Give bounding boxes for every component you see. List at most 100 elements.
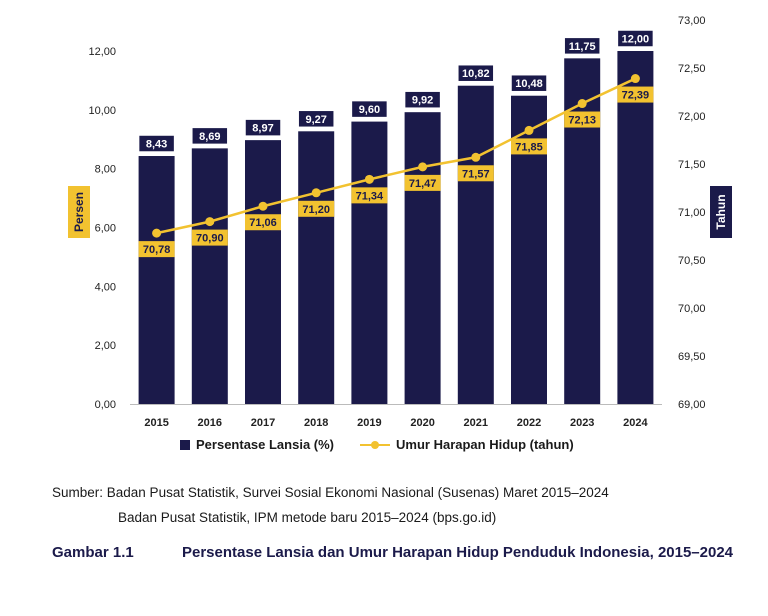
line-value-label: 71,20 — [302, 204, 330, 216]
x-tick-label: 2017 — [251, 417, 275, 429]
bar — [138, 156, 175, 404]
line-value-label: 71,34 — [356, 190, 384, 202]
left-axis-title-box — [68, 186, 90, 238]
bar-series: 8,43 8,69 8,97 9,27 9,60 9,92 10,82 10,48 11,75 1… — [137, 29, 655, 405]
bar — [457, 85, 494, 404]
line-value-label: 70,78 — [143, 244, 171, 256]
bar-value-label: 8,43 — [146, 139, 167, 151]
x-tick-label: 2024 — [623, 417, 648, 429]
bar — [245, 140, 281, 404]
bar — [191, 148, 228, 404]
right-tick-label: 71,50 — [678, 159, 706, 171]
bar-label-box — [510, 73, 548, 93]
legend-bar-label: Persentase Lansia (%) — [196, 437, 335, 452]
x-tick-label: 2023 — [570, 417, 594, 429]
line-point — [471, 152, 481, 162]
line-label-box — [564, 111, 601, 128]
line-point — [205, 217, 215, 227]
x-tick-label: 2019 — [357, 417, 381, 429]
line-series: 70,78 70,90 71,06 71,20 71,34 71,47 71,57 71,85… — [138, 74, 654, 258]
bar-value-label: 8,97 — [252, 123, 273, 135]
bar — [298, 131, 335, 404]
bar-label-box — [191, 126, 229, 146]
line-label-box — [404, 174, 441, 191]
bar — [351, 121, 388, 404]
left-axis: 0,00 2,00 4,00 6,00 8,00 10,00 12,00 — [88, 46, 116, 411]
line-point — [152, 228, 162, 238]
figure-number: Gambar 1.1 — [52, 544, 134, 561]
x-tick-label: 2022 — [517, 417, 541, 429]
x-tick-label: 2015 — [144, 417, 168, 429]
bar-label-box — [616, 29, 655, 48]
line-label-box — [138, 241, 175, 258]
source-line-1: Sumber: Badan Pusat Statistik, Survei So… — [52, 485, 609, 500]
right-axis: 69,00 69,50 70,00 70,50 71,00 71,50 72,00 72,50… — [678, 15, 706, 411]
line-value-label: 71,57 — [462, 168, 490, 180]
line-label-box — [617, 86, 654, 103]
right-tick-label: 70,50 — [678, 255, 706, 267]
x-tick-label: 2020 — [410, 417, 434, 429]
left-tick-label: 12,00 — [88, 46, 116, 58]
bar-value-label: 11,75 — [569, 41, 596, 53]
bar-value-label: 12,00 — [622, 34, 650, 46]
line-point — [311, 188, 321, 198]
bar-label-box — [137, 134, 176, 153]
right-tick-label: 69,00 — [678, 399, 706, 411]
line-label-box — [351, 187, 388, 204]
left-axis-title: Persen — [72, 192, 86, 232]
figure-caption: Gambar 1.1 Persentase Lansia dan Umur Ha… — [52, 540, 742, 566]
line-point — [577, 99, 587, 109]
left-tick-label: 4,00 — [95, 281, 116, 293]
line-point — [630, 74, 640, 84]
figure-title: Persentase Lansia dan Umur Harapan Hidup… — [182, 544, 734, 561]
line-label-box — [191, 229, 228, 246]
right-tick-label: 71,00 — [678, 207, 706, 219]
right-tick-label: 72,00 — [678, 111, 706, 123]
bar-label-box — [350, 99, 389, 119]
right-tick-label: 70,00 — [678, 303, 706, 315]
bar-label-box — [297, 109, 335, 129]
left-tick-label: 0,00 — [95, 399, 116, 411]
line-value-label: 71,06 — [249, 217, 277, 229]
x-axis: 2015 2016 2017 2018 2019 2020 2021 2022 2023 2024 — [130, 404, 662, 429]
left-tick-label: 8,00 — [95, 164, 116, 176]
bar-value-label: 10,82 — [462, 68, 490, 80]
line-value-label: 72,13 — [568, 115, 596, 127]
x-tick-label: 2016 — [198, 417, 222, 429]
bar — [404, 112, 441, 404]
x-tick-label: 2021 — [464, 417, 488, 429]
source-note: Sumber: Badan Pusat Statistik, Survei So… — [52, 480, 609, 530]
combo-chart: 0,00 2,00 4,00 6,00 8,00 10,00 12,00 69,00 69,5… — [68, 15, 732, 429]
line-value-label: 70,90 — [196, 233, 224, 245]
line-label-box — [457, 165, 494, 182]
right-axis-title-box — [710, 186, 732, 238]
legend: Persentase Lansia (%) Umur Harapan Hidup… — [180, 437, 600, 452]
x-tick-label: 2018 — [304, 417, 328, 429]
bar-label-box — [457, 63, 495, 83]
right-axis-title: Tahun — [714, 194, 728, 229]
bar-value-label: 8,69 — [199, 131, 220, 143]
bar-value-label: 9,60 — [359, 104, 380, 116]
line-label-box — [298, 200, 335, 217]
line-value-label: 72,39 — [622, 90, 650, 102]
line-value-label: 71,47 — [409, 178, 437, 190]
line-path — [156, 77, 636, 235]
left-tick-label: 2,00 — [95, 340, 116, 352]
legend-item-line: Umur Harapan Hidup (tahun) — [360, 437, 574, 452]
line-label-box — [511, 138, 547, 155]
legend-line-label: Umur Harapan Hidup (tahun) — [396, 437, 574, 452]
right-tick-label: 72,50 — [678, 63, 706, 75]
line-point — [364, 174, 374, 184]
left-tick-label: 10,00 — [88, 105, 116, 117]
line-label-box — [245, 214, 281, 231]
source-line-2: Badan Pusat Statistik, IPM metode baru 2… — [118, 510, 497, 525]
bar-label-box — [244, 118, 282, 137]
axis-titles: Persen Tahun — [68, 186, 732, 238]
bar-label-box — [563, 36, 601, 56]
right-tick-label: 73,00 — [678, 15, 706, 27]
right-tick-label: 69,50 — [678, 351, 706, 363]
line-point — [524, 125, 534, 135]
bar — [617, 51, 654, 404]
line-point — [258, 201, 268, 211]
legend-bar-swatch — [180, 439, 190, 450]
